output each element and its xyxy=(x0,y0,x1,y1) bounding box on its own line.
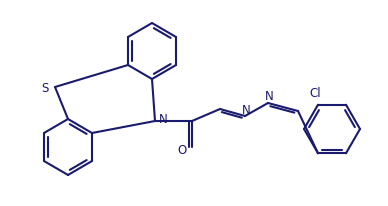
Text: Cl: Cl xyxy=(309,86,321,99)
Text: N: N xyxy=(159,113,167,126)
Text: S: S xyxy=(41,81,48,94)
Text: N: N xyxy=(265,90,274,103)
Text: N: N xyxy=(242,103,250,116)
Text: O: O xyxy=(177,143,187,156)
